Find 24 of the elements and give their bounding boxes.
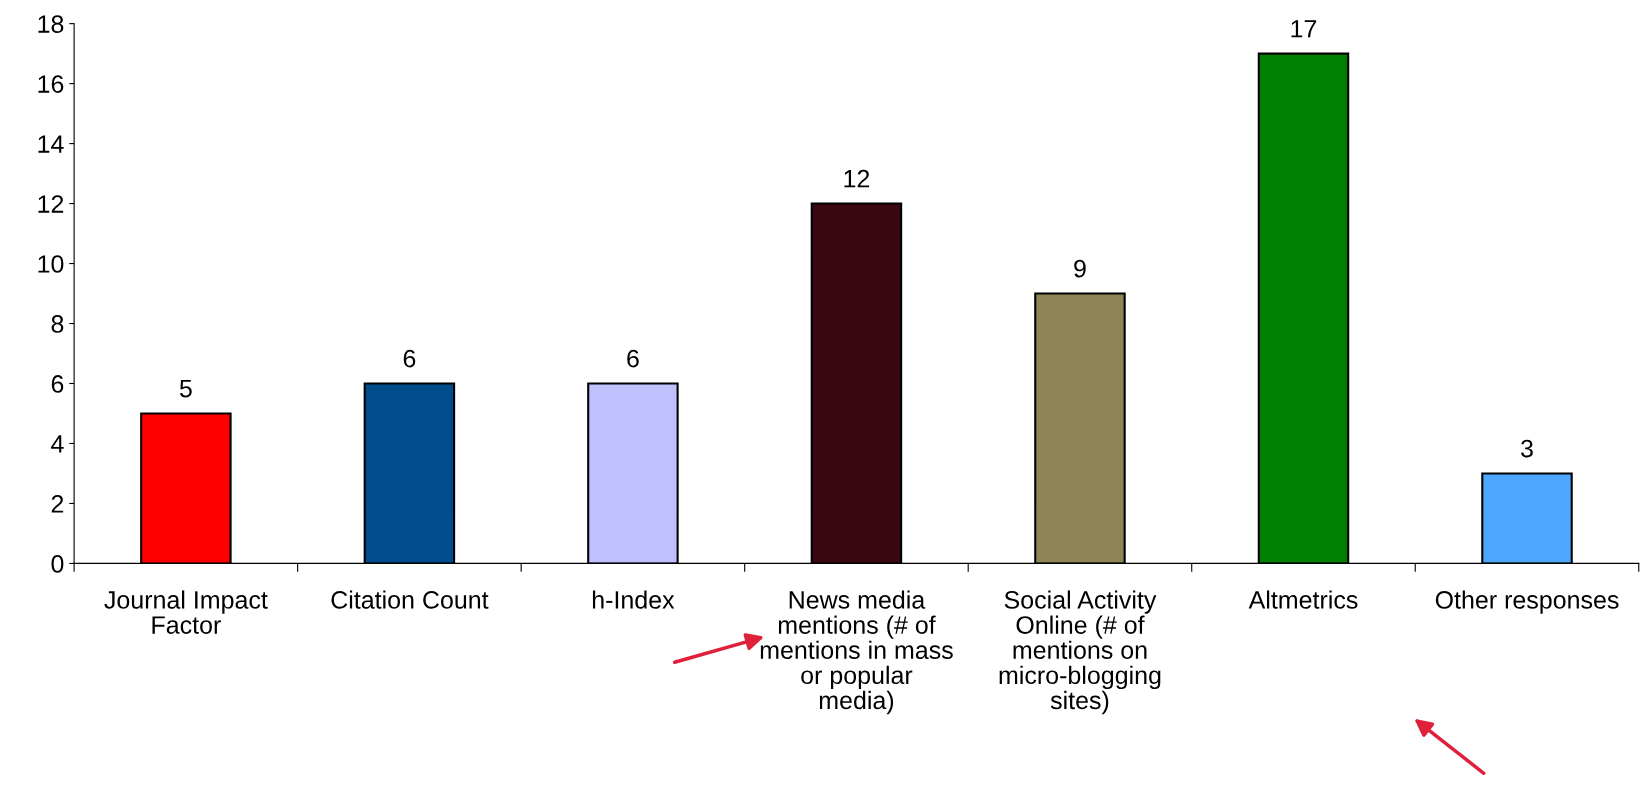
y-tick-label: 16 xyxy=(38,75,64,93)
y-tick-label: 8 xyxy=(51,315,64,333)
y-tick-label: 4 xyxy=(51,435,64,453)
y-tick-label: 18 xyxy=(38,15,64,33)
y-tick-label: 6 xyxy=(51,375,64,393)
y-tick-label: 12 xyxy=(38,195,64,213)
y-tick-label: 10 xyxy=(38,255,64,273)
x-tick-label: h-Index xyxy=(592,590,675,609)
x-tick-label: Other responses xyxy=(1435,590,1619,614)
y-tick-label: 14 xyxy=(38,135,64,153)
data-label: 5 xyxy=(179,379,192,398)
data-label: 3 xyxy=(1521,439,1533,458)
x-tick-label: Citation Count xyxy=(331,590,489,609)
data-label: 6 xyxy=(403,349,416,368)
y-tick-label: 0 xyxy=(51,555,64,573)
data-label: 6 xyxy=(627,349,639,368)
x-tick-label: Social Activity Online (# of mentions on micro-blogging sites) xyxy=(999,590,1161,715)
x-tick-label: Altmetrics xyxy=(1248,590,1358,609)
x-tick-label: Journal Impact Factor xyxy=(104,590,268,634)
y-tick-label: 2 xyxy=(51,495,64,513)
data-label: 9 xyxy=(1074,259,1086,278)
data-label: 17 xyxy=(1291,20,1317,38)
data-label: 12 xyxy=(844,169,870,188)
x-tick-label: News media mentions (# of mentions in mass or popular media) xyxy=(760,590,953,715)
